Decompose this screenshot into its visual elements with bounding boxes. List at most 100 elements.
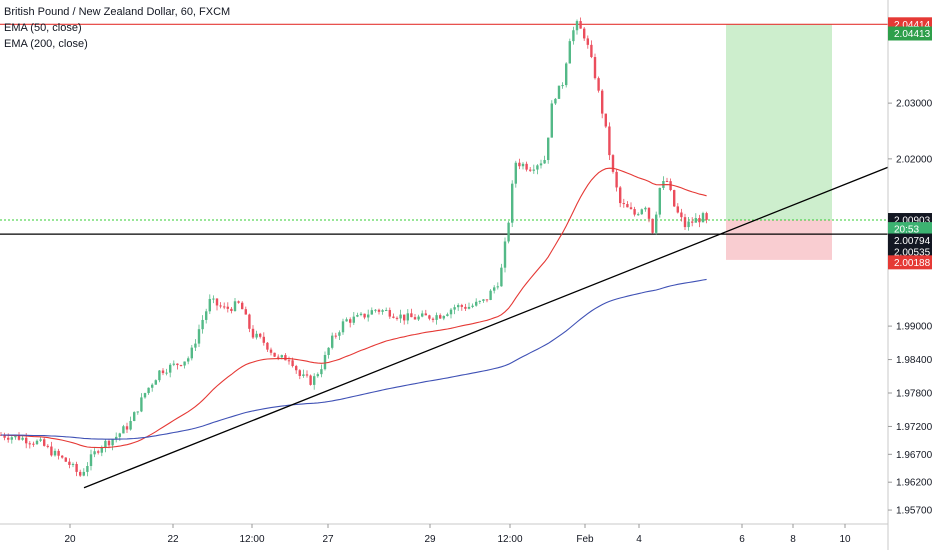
- profit-zone[interactable]: [726, 24, 832, 221]
- candle-body: [464, 306, 467, 309]
- candle-body: [251, 328, 255, 338]
- candle-body: [590, 44, 593, 58]
- candle-body: [201, 319, 204, 330]
- time-tick-label: 29: [424, 534, 436, 545]
- candle-body: [223, 306, 226, 308]
- candle-body: [25, 437, 28, 444]
- candle-body: [442, 316, 445, 319]
- candle-body: [122, 426, 125, 434]
- candle-body: [331, 335, 334, 348]
- candle-body: [100, 447, 103, 453]
- candle-body: [233, 301, 237, 312]
- candle-body: [190, 347, 193, 359]
- ema200-legend[interactable]: EMA (200, close): [4, 38, 88, 50]
- candle-body: [374, 309, 377, 311]
- time-tick-label: 27: [322, 534, 334, 545]
- candle-body: [194, 343, 197, 348]
- candle-body: [417, 316, 420, 320]
- candle-body: [295, 366, 298, 371]
- candle-body: [428, 315, 431, 319]
- candle-body: [381, 310, 384, 312]
- time-tick-label: 8: [790, 534, 796, 545]
- candle-body: [176, 363, 179, 366]
- candle-body: [507, 222, 510, 242]
- candle-body: [665, 181, 669, 183]
- horizontal-levels[interactable]: [0, 23, 888, 235]
- candle-body: [172, 363, 175, 365]
- candle-body: [683, 217, 687, 228]
- candle-body: [543, 160, 546, 164]
- candle-body: [226, 306, 229, 309]
- candle-body: [21, 437, 24, 440]
- candle-body: [669, 181, 672, 191]
- candle-body: [597, 78, 600, 91]
- candle-body: [568, 41, 571, 64]
- candle-body: [259, 333, 262, 337]
- candle-body: [525, 163, 528, 170]
- candle-body: [575, 21, 579, 31]
- candle-body: [75, 463, 78, 472]
- candle-body: [626, 204, 629, 208]
- price-tag-label: 2.04414: [894, 20, 931, 31]
- candlestick-series: [0, 17, 708, 477]
- candle-body: [133, 412, 136, 422]
- support-trendline[interactable]: [83, 166, 889, 489]
- candle-body: [503, 241, 507, 268]
- candle-body: [208, 298, 211, 312]
- candle-body: [403, 314, 406, 321]
- price-tag-label: 2.04413: [894, 29, 931, 40]
- price-tag-label: 2.00794: [894, 236, 931, 247]
- candle-body: [439, 315, 442, 319]
- ema200-line: [0, 278, 707, 440]
- candle-body: [435, 315, 438, 320]
- ema50-legend[interactable]: EMA (50, close): [4, 22, 82, 34]
- candle-body: [356, 314, 359, 317]
- candle-body: [611, 155, 615, 172]
- candle-body: [532, 169, 535, 171]
- trendline[interactable]: [83, 166, 889, 489]
- time-tick-label: Feb: [576, 534, 594, 545]
- candle-body: [79, 471, 82, 476]
- candle-body: [475, 301, 478, 306]
- price-tick-label: 1.99000: [896, 322, 932, 333]
- candle-body: [97, 451, 100, 453]
- time-tick-label: 22: [167, 534, 179, 545]
- candle-body: [691, 221, 694, 223]
- price-tick-label: 1.97800: [896, 389, 932, 400]
- candle-body: [529, 169, 532, 171]
- ema-lines: [0, 167, 707, 449]
- candle-body: [143, 393, 147, 398]
- candle-body: [17, 435, 21, 440]
- candle-body: [658, 187, 661, 215]
- time-axis[interactable]: 20 22 12:00 27 29 12:00 Feb 4 6 8 10: [64, 524, 851, 545]
- candle-body: [478, 300, 481, 302]
- price-axis[interactable]: 2.03000 2.02000 1.99000 1.98400 1.97800 1.972…: [888, 99, 932, 517]
- candle-body: [50, 446, 53, 456]
- candle-body: [32, 443, 35, 445]
- candle-body: [550, 103, 553, 138]
- candle-body: [554, 98, 557, 104]
- candle-body: [586, 38, 589, 45]
- loss-zone[interactable]: [726, 220, 832, 260]
- candle-body: [601, 90, 604, 114]
- candle-body: [183, 361, 186, 366]
- candle-body: [10, 437, 13, 440]
- candle-body: [680, 212, 683, 218]
- candle-body: [179, 365, 183, 367]
- candle-body: [7, 437, 10, 440]
- price-tag-label: 2.00903: [894, 216, 931, 227]
- candle-body: [169, 364, 172, 373]
- candle-body: [3, 435, 6, 438]
- symbol-title[interactable]: British Pound / New Zealand Dollar, 60, …: [4, 6, 231, 18]
- candle-body: [359, 313, 363, 315]
- price-tag-bg: [888, 255, 932, 270]
- candle-body: [287, 360, 291, 362]
- candle-body: [644, 207, 647, 210]
- candle-body: [701, 213, 705, 223]
- candle-body: [673, 190, 676, 207]
- candle-body: [349, 319, 352, 323]
- position-tool[interactable]: [726, 24, 832, 260]
- candle-body: [604, 113, 607, 127]
- candle-body: [633, 209, 636, 215]
